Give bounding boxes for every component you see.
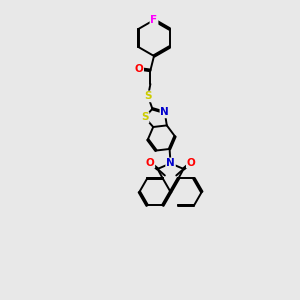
Text: O: O <box>146 158 154 168</box>
Text: N: N <box>160 107 169 117</box>
Text: S: S <box>144 92 152 101</box>
Text: O: O <box>134 64 143 74</box>
Text: O: O <box>187 158 196 168</box>
Text: F: F <box>150 15 158 25</box>
Text: N: N <box>166 158 175 168</box>
Text: S: S <box>141 112 148 122</box>
